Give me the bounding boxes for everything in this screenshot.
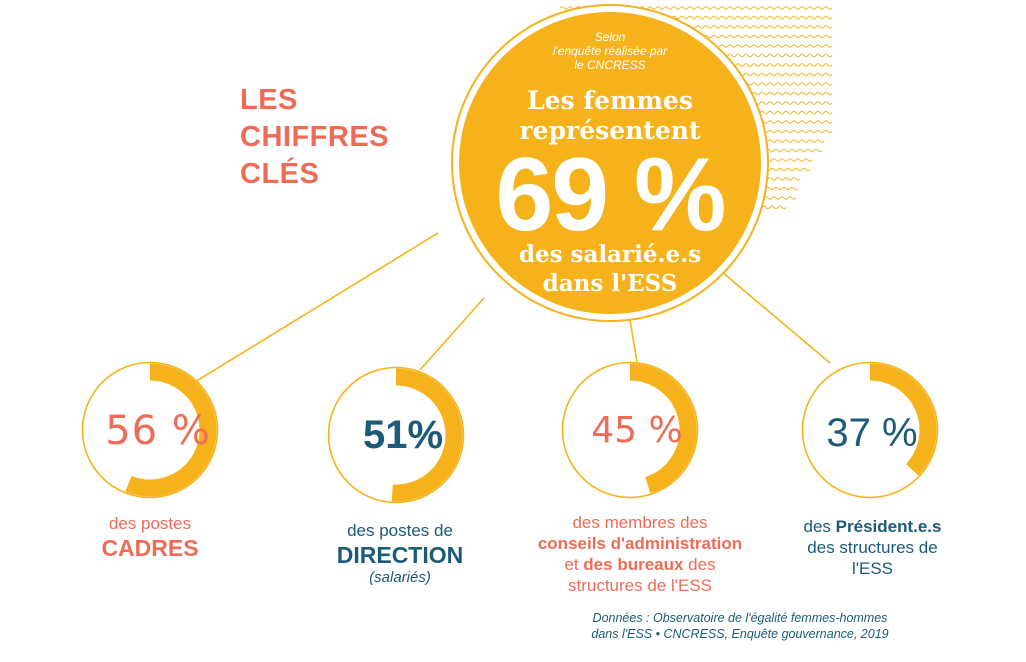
caption-presidents-line-1: des Président.e.s — [775, 516, 970, 537]
main-value: 69 % — [495, 137, 726, 253]
head-line-1: Les femmes — [527, 86, 693, 115]
caption-conseils-line-3a: et — [564, 555, 584, 574]
caption-conseils-line-3: et des bureaux des — [520, 554, 760, 575]
tail-line-1: des salarié.e.s — [518, 241, 702, 268]
ring-group — [81, 361, 939, 504]
caption-conseils-line-2: conseils d'administration — [537, 534, 743, 553]
connector-lines — [189, 232, 831, 386]
caption-conseils-line-3b: des bureaux — [583, 555, 684, 574]
ring-label-presidents: 37 % — [826, 411, 918, 455]
caption-conseils: des membres des conseils d'administratio… — [520, 512, 760, 596]
caption-presidents-line-1b: Président.e.s — [835, 517, 942, 536]
tail-line-2: dans l'ESS — [542, 270, 678, 297]
connector-line — [629, 319, 638, 363]
intro-line-3: le CNCRESS — [574, 58, 646, 72]
connector-line — [419, 297, 485, 371]
connector-line — [721, 271, 831, 364]
page-title: LES CHIFFRES CLÉS — [240, 82, 480, 193]
source-note: Données : Observatoire de l'égalité femm… — [540, 610, 940, 642]
main-intro: Selon l'enquête réalisée par le CNCRESS — [465, 30, 755, 72]
title-line-2: CHIFFRES — [240, 121, 389, 153]
caption-cadres-line-1: des postes — [108, 514, 192, 533]
source-line-1: Données : Observatoire de l'égalité femm… — [592, 611, 888, 625]
caption-presidents-line-3: l'ESS — [851, 559, 894, 578]
ring-label-cadres: 56 % — [105, 408, 211, 454]
ring-presidents-outline — [801, 361, 939, 499]
ring-label-conseils: 45 % — [591, 410, 683, 451]
head-line-2: représentent — [519, 116, 701, 145]
caption-conseils-line-3c: des — [683, 555, 716, 574]
main-tail: des salarié.e.s dans l'ESS — [465, 240, 755, 298]
caption-conseils-line-4: structures de l'ESS — [567, 576, 713, 595]
connector-line — [189, 232, 439, 386]
ring-direction-arc — [329, 368, 463, 502]
title-line-1: LES — [240, 84, 298, 116]
caption-direction-line-3: (salariés) — [369, 569, 431, 586]
ring-label-direction: 51% — [362, 413, 444, 457]
ring-direction-outline — [327, 366, 465, 504]
caption-conseils-line-1: des membres des — [572, 513, 708, 532]
ring-cadres-arc — [83, 363, 217, 497]
ring-presidents-arc — [803, 363, 937, 497]
ring-conseils-arc — [563, 363, 697, 497]
caption-presidents-line-2: des structures de — [807, 538, 938, 557]
intro-line-2: l'enquête réalisée par — [552, 44, 668, 58]
main-circle — [459, 12, 761, 314]
intro-line-1: Selon — [594, 30, 626, 44]
title-line-3: CLÉS — [240, 158, 320, 190]
ring-conseils-outline — [561, 361, 699, 499]
main-heading: Les femmes représentent — [465, 86, 755, 146]
caption-cadres: des postes CADRES — [55, 513, 245, 562]
caption-cadres-line-2: CADRES — [101, 535, 199, 561]
caption-presidents-line-1a: des — [803, 517, 836, 536]
caption-direction-line-1: des postes de — [347, 521, 453, 540]
caption-direction-line-2: DIRECTION — [336, 542, 464, 568]
caption-presidents: des Président.e.s des structures de l'ES… — [775, 516, 970, 579]
ring-cadres-outline — [81, 361, 219, 499]
source-line-2: dans l'ESS • CNCRESS, Enquête gouvernanc… — [591, 627, 889, 641]
caption-direction: des postes de DIRECTION (salariés) — [300, 520, 500, 587]
